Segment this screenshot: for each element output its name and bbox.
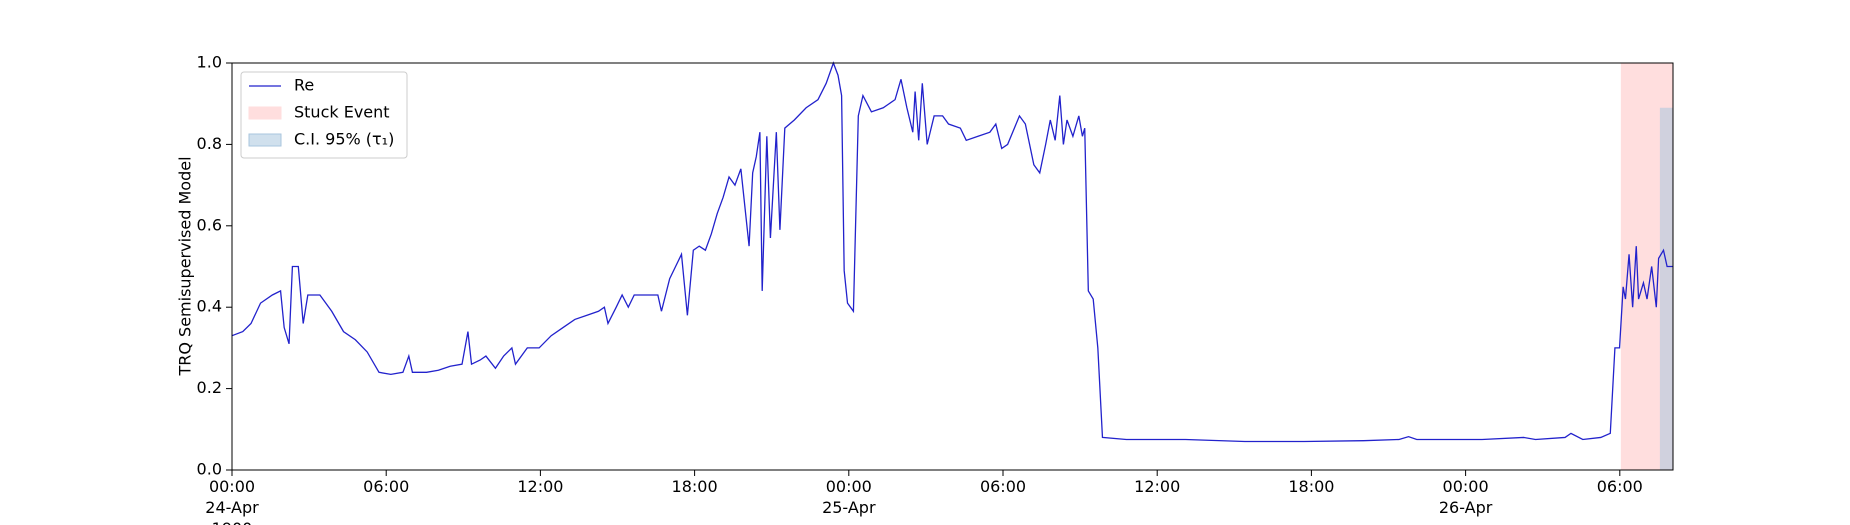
legend-box: [240, 71, 408, 159]
x-tick-label: 06:00: [980, 477, 1026, 496]
legend-label: Stuck Event: [294, 103, 390, 122]
x-tick-label: 18:00: [672, 477, 718, 496]
y-tick-label: 0.4: [197, 297, 222, 316]
y-tick-label: 0.6: [197, 215, 222, 234]
legend-patch: [248, 106, 282, 120]
span: [1659, 107, 1673, 471]
data-line: [231, 61, 1673, 443]
y-tick-label: 0.0: [197, 460, 222, 479]
x-tick-label: 00:00 26-Apr: [1439, 477, 1493, 517]
legend: Re Stuck Event C.I. 95% (τ₁): [240, 71, 408, 159]
legend-label: Re: [294, 76, 314, 95]
x-tick-label: 06:00: [1597, 477, 1643, 496]
plot-frame: [231, 62, 1674, 471]
y-tick-label: 0.2: [197, 378, 222, 397]
x-tick-label: 06:00: [363, 477, 409, 496]
y-axis-label: TRQ Semisupervised Model: [176, 156, 195, 376]
x-tick-label: 00:00 25-Apr: [822, 477, 876, 517]
x-tick-label: 12:00: [1134, 477, 1180, 496]
legend-label: C.I. 95% (τ₁): [294, 130, 394, 149]
x-tick-label: 12:00: [517, 477, 563, 496]
legend-patch: [248, 133, 282, 147]
y-tick-label: 0.8: [197, 134, 222, 153]
y-tick-label: 1.0: [197, 53, 222, 72]
x-tick-label: 18:00: [1288, 477, 1334, 496]
